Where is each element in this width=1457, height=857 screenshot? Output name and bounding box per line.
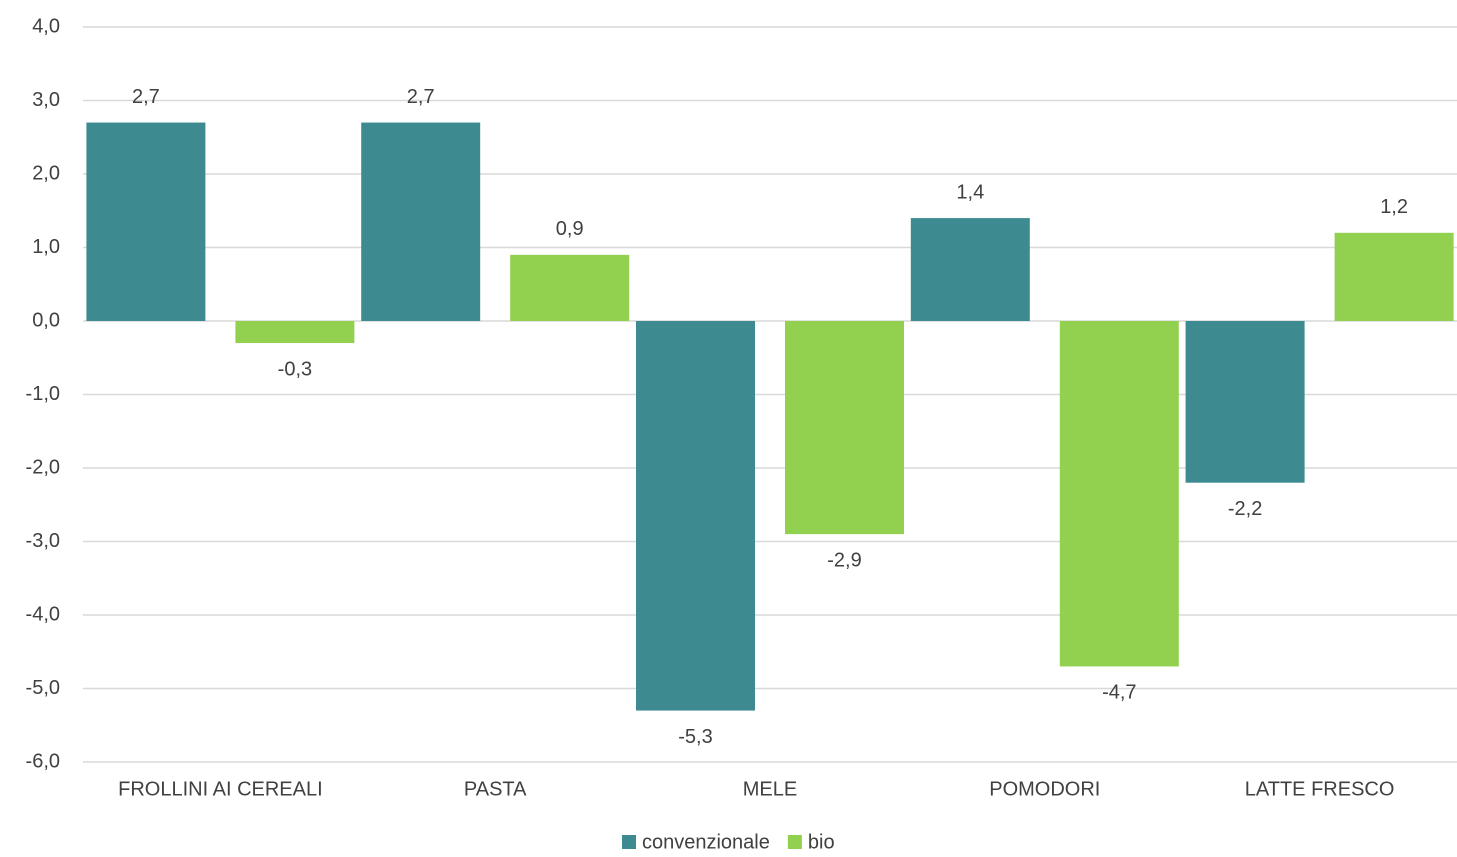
bar xyxy=(1334,232,1454,321)
y-tick-label: 3,0 xyxy=(32,89,60,111)
y-tick-label: -1,0 xyxy=(26,383,60,405)
legend-swatch xyxy=(622,835,636,849)
y-tick-label: 4,0 xyxy=(32,15,60,37)
data-label: 2,7 xyxy=(407,86,435,108)
data-label: -5,3 xyxy=(678,726,712,748)
legend-label: convenzionale xyxy=(642,831,770,853)
y-tick-label: -5,0 xyxy=(26,677,60,699)
bar xyxy=(636,321,755,711)
data-label: -0,3 xyxy=(278,358,312,380)
bar xyxy=(1185,321,1305,483)
x-tick-label: MELE xyxy=(743,778,797,800)
legend-swatch xyxy=(787,835,802,849)
bar xyxy=(510,254,630,321)
x-tick-label: PASTA xyxy=(464,778,527,800)
bar xyxy=(361,122,481,321)
x-tick-label: POMODORI xyxy=(989,778,1100,800)
data-label: -2,2 xyxy=(1228,498,1262,520)
y-tick-label: -4,0 xyxy=(26,603,60,625)
data-label: -4,7 xyxy=(1102,682,1136,704)
bar xyxy=(910,218,1030,321)
y-tick-label: 2,0 xyxy=(32,162,60,184)
y-tick-label: 1,0 xyxy=(32,236,60,258)
data-label: 2,7 xyxy=(132,86,160,108)
y-tick-label: -3,0 xyxy=(26,530,60,552)
y-tick-label: -2,0 xyxy=(26,456,60,478)
x-tick-label: FROLLINI AI CEREALI xyxy=(118,778,323,800)
bar xyxy=(235,321,355,344)
legend-label: bio xyxy=(808,831,835,853)
y-tick-label: -6,0 xyxy=(26,750,60,772)
bar xyxy=(1059,321,1179,667)
data-label: -2,9 xyxy=(827,549,861,571)
x-tick-label: LATTE FRESCO xyxy=(1245,778,1395,800)
data-label: 1,4 xyxy=(956,181,984,203)
data-label: 0,9 xyxy=(556,218,584,240)
bar xyxy=(785,321,904,535)
bar xyxy=(86,122,206,321)
y-tick-label: 0,0 xyxy=(32,309,60,331)
data-label: 1,2 xyxy=(1380,196,1408,218)
